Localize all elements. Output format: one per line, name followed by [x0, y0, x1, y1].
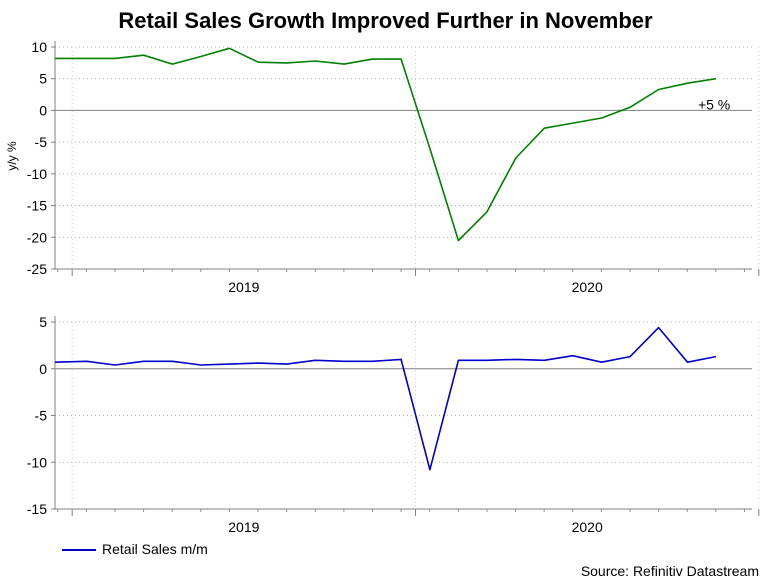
legend: Retail Sales m/m	[62, 541, 208, 557]
x-tick-label-mm: 2019	[228, 519, 259, 535]
y-tick-label-yy: -20	[27, 229, 47, 245]
y-tick-label-mm: 5	[39, 314, 47, 330]
y-tick-label-mm: -5	[35, 408, 48, 424]
x-tick-label-mm: 2020	[572, 519, 603, 535]
y-tick-label-yy: -10	[27, 166, 47, 182]
series-line-yy	[55, 47, 717, 242]
source-note: Source: Refinitiv Datastream	[580, 563, 759, 579]
series-line-mm	[54, 326, 717, 471]
y-tick-label-mm: -15	[27, 501, 47, 517]
y-tick-label-yy: -15	[27, 198, 47, 214]
y-tick-label-mm: 0	[39, 361, 47, 377]
y-tick-label-yy: -25	[27, 261, 47, 277]
legend-label-mm: Retail Sales m/m	[102, 541, 208, 557]
y-tick-label-mm: -10	[27, 454, 47, 470]
y-tick-label-yy: 0	[39, 102, 47, 118]
legend-swatch-mm	[62, 549, 96, 552]
chart-title: Retail Sales Growth Improved Further in …	[118, 8, 653, 33]
y-tick-label-yy: -5	[35, 134, 48, 150]
y-tick-label-yy: 10	[31, 39, 47, 55]
x-tick-label-yy: 2019	[228, 279, 259, 295]
y-tick-label-yy: 5	[39, 71, 47, 87]
x-tick-label-yy: 2020	[572, 279, 603, 295]
y-axis-label-yy: y/y %	[5, 141, 19, 171]
annotation-label: +5 %	[698, 96, 730, 112]
